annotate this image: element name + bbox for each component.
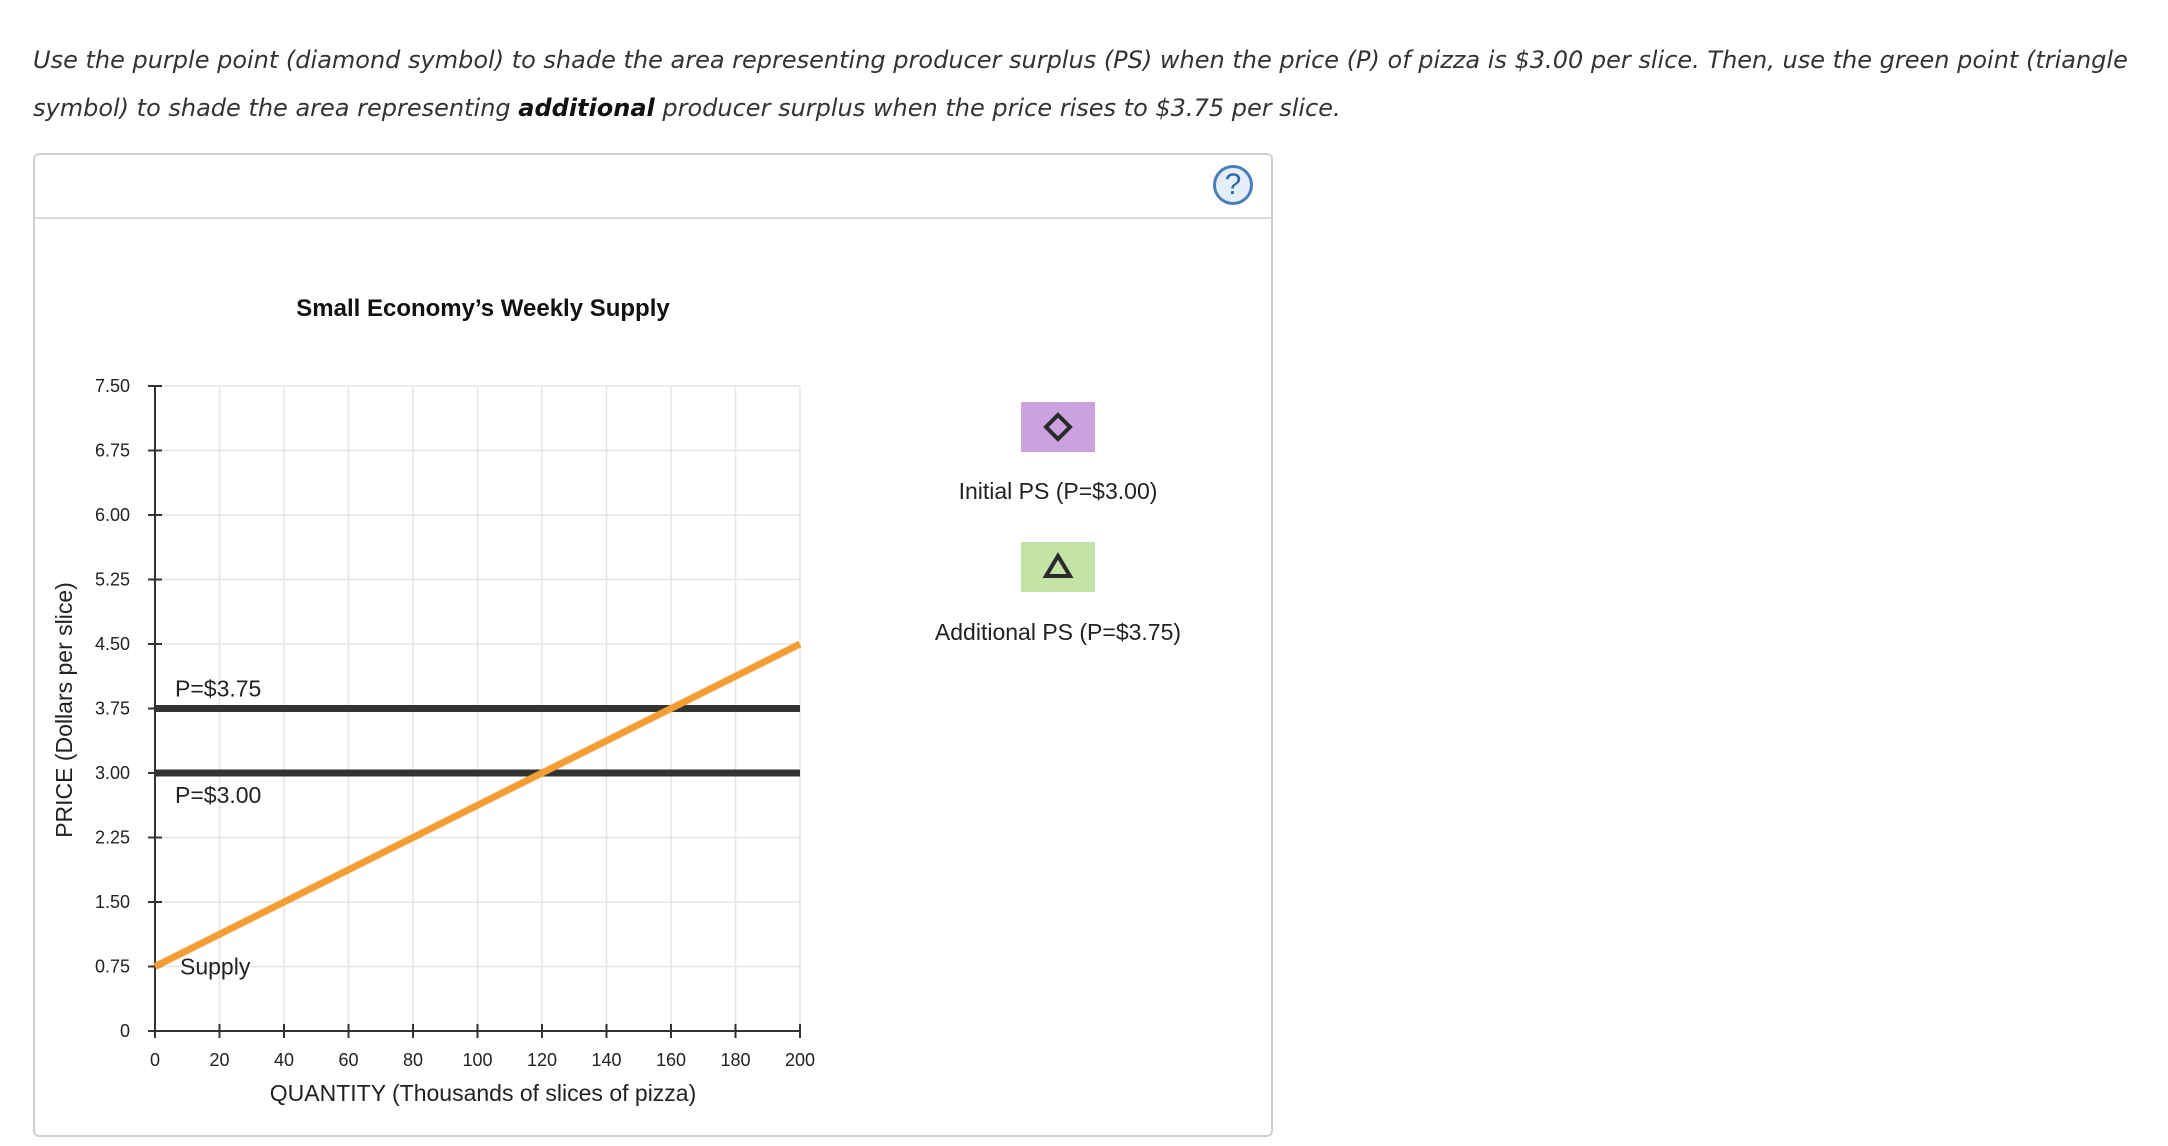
initial-ps-tool[interactable] <box>1021 402 1095 452</box>
supply-curve-label: Supply <box>180 954 251 980</box>
price-line-label: P=$3.75 <box>175 676 261 702</box>
y-tick-label: 4.50 <box>95 634 130 654</box>
legend-swatch[interactable] <box>1021 402 1095 452</box>
instructions-part1: Use the purple point (diamond symbol) to… <box>33 46 2128 122</box>
y-tick-label: 3.75 <box>95 699 130 719</box>
x-tick-label: 180 <box>720 1050 750 1070</box>
legend-palette: Initial PS (P=$3.00) Additional PS (P=$3.… <box>935 402 1181 645</box>
lines-layer <box>153 640 802 970</box>
y-tick-label: 6.00 <box>95 505 130 525</box>
x-tick-label: 0 <box>150 1050 160 1070</box>
instructions-text: Use the purple point (diamond symbol) to… <box>33 36 2133 132</box>
x-tick-label: 100 <box>462 1050 492 1070</box>
x-tick-label: 140 <box>591 1050 621 1070</box>
instructions-bold: additional <box>518 94 655 122</box>
labels-layer: P=$3.75 P=$3.00 Supply <box>175 676 261 980</box>
legend-swatch[interactable] <box>1021 542 1095 592</box>
triangle-icon[interactable] <box>1042 552 1074 578</box>
legend-label: Initial PS (P=$3.00) <box>959 478 1158 504</box>
x-tick-label: 60 <box>338 1050 358 1070</box>
y-tick-label: 0.75 <box>95 957 130 977</box>
diamond-icon[interactable] <box>1043 412 1073 442</box>
x-tick-label: 200 <box>785 1050 815 1070</box>
x-axis-label: QUANTITY (Thousands of slices of pizza) <box>270 1080 697 1106</box>
chart-title: Small Economy’s Weekly Supply <box>296 295 670 322</box>
y-tick-label: 3.00 <box>95 763 130 783</box>
x-tick-label: 20 <box>209 1050 229 1070</box>
y-tick-label: 5.25 <box>95 570 130 590</box>
y-tick-label: 1.50 <box>95 892 130 912</box>
ticks-layer: 0 0.75 1.50 2.25 3.00 3.75 4.50 5.25 6.00 6.75 7.5… <box>95 376 815 1070</box>
y-axis-label: PRICE (Dollars per slice) <box>51 582 77 838</box>
y-tick-label: 6.75 <box>95 441 130 461</box>
supply-curve[interactable] <box>153 640 802 970</box>
question-circle-icon: ? <box>1224 167 1242 201</box>
help-button[interactable]: ? <box>1213 165 1253 205</box>
y-tick-label: 0 <box>120 1021 130 1041</box>
x-tick-label: 120 <box>527 1050 557 1070</box>
graph-panel: ? <box>33 153 1273 1137</box>
price-line-label: P=$3.00 <box>175 782 261 808</box>
x-tick-label: 80 <box>403 1050 423 1070</box>
x-tick-label: 160 <box>656 1050 686 1070</box>
panel-divider <box>35 217 1271 219</box>
x-tick-label: 40 <box>274 1050 294 1070</box>
instructions-part2: producer surplus when the price rises to… <box>654 94 1341 122</box>
y-tick-label: 7.50 <box>95 376 130 396</box>
additional-ps-tool[interactable] <box>1021 542 1095 592</box>
legend-label: Additional PS (P=$3.75) <box>935 619 1181 645</box>
y-tick-label: 2.25 <box>95 828 130 848</box>
